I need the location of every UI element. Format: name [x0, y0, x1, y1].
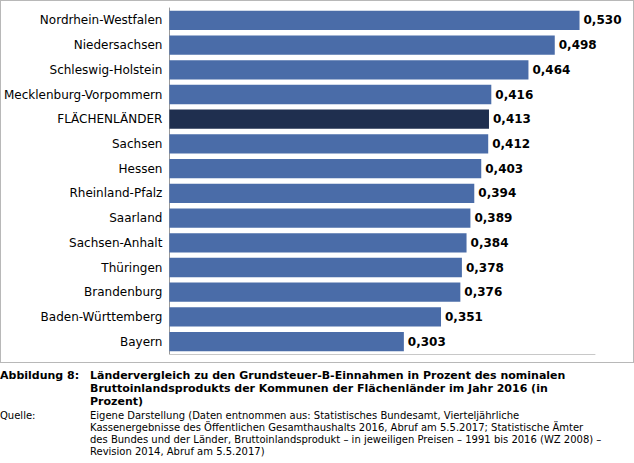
svg-text:0,384: 0,384: [471, 236, 509, 250]
html-text:Abbildung 8:: Abbildung 8:: [0, 369, 80, 382]
svg-text:Saarland: Saarland: [109, 211, 162, 225]
svg-text:Schleswig-Holstein: Schleswig-Holstein: [50, 63, 163, 77]
svg-text:Bayern: Bayern: [120, 335, 162, 349]
svg-text:Niedersachsen: Niedersachsen: [74, 38, 163, 52]
svg-text:0,389: 0,389: [474, 211, 512, 225]
svg-text:Mecklenburg-Vorpommern: Mecklenburg-Vorpommern: [4, 88, 162, 102]
svg-text:FLÄCHENLÄNDER: FLÄCHENLÄNDER: [57, 111, 162, 126]
svg-text:0,413: 0,413: [493, 112, 531, 126]
svg-text:0,530: 0,530: [584, 13, 622, 27]
svg-text:Sachsen: Sachsen: [112, 137, 162, 151]
svg-text:0,464: 0,464: [532, 63, 570, 77]
svg-text:Brandenburg: Brandenburg: [84, 285, 162, 299]
svg-text:Rheinland-Pfalz: Rheinland-Pfalz: [69, 186, 162, 200]
svg-text:0,498: 0,498: [559, 38, 597, 52]
svg-text:0,351: 0,351: [445, 310, 483, 324]
svg-text:Nordrhein-Westfalen: Nordrhein-Westfalen: [40, 13, 163, 27]
svg-text:0,416: 0,416: [495, 88, 533, 102]
svg-text:0,378: 0,378: [466, 261, 504, 275]
svg-text:0,303: 0,303: [408, 335, 446, 349]
svg-text:Thüringen: Thüringen: [100, 261, 162, 275]
svg-text:Hessen: Hessen: [118, 162, 162, 176]
svg-text:0,403: 0,403: [485, 162, 523, 176]
svg-text:0,394: 0,394: [478, 186, 516, 200]
svg-text:Sachsen-Anhalt: Sachsen-Anhalt: [69, 236, 163, 250]
html-text:Eigene Darstellung (Daten entn: Eigene Darstellung (Daten entnommen aus:…: [90, 410, 602, 457]
svg-text:0,376: 0,376: [464, 285, 502, 299]
svg-text:0,412: 0,412: [492, 137, 530, 151]
svg-text:Baden-Württemberg: Baden-Württemberg: [41, 310, 163, 324]
html-text:Ländervergleich zu den Grundst: Ländervergleich zu den Grundsteuer-B-Ein…: [90, 369, 566, 408]
html-text:Quelle:: Quelle:: [0, 410, 36, 421]
